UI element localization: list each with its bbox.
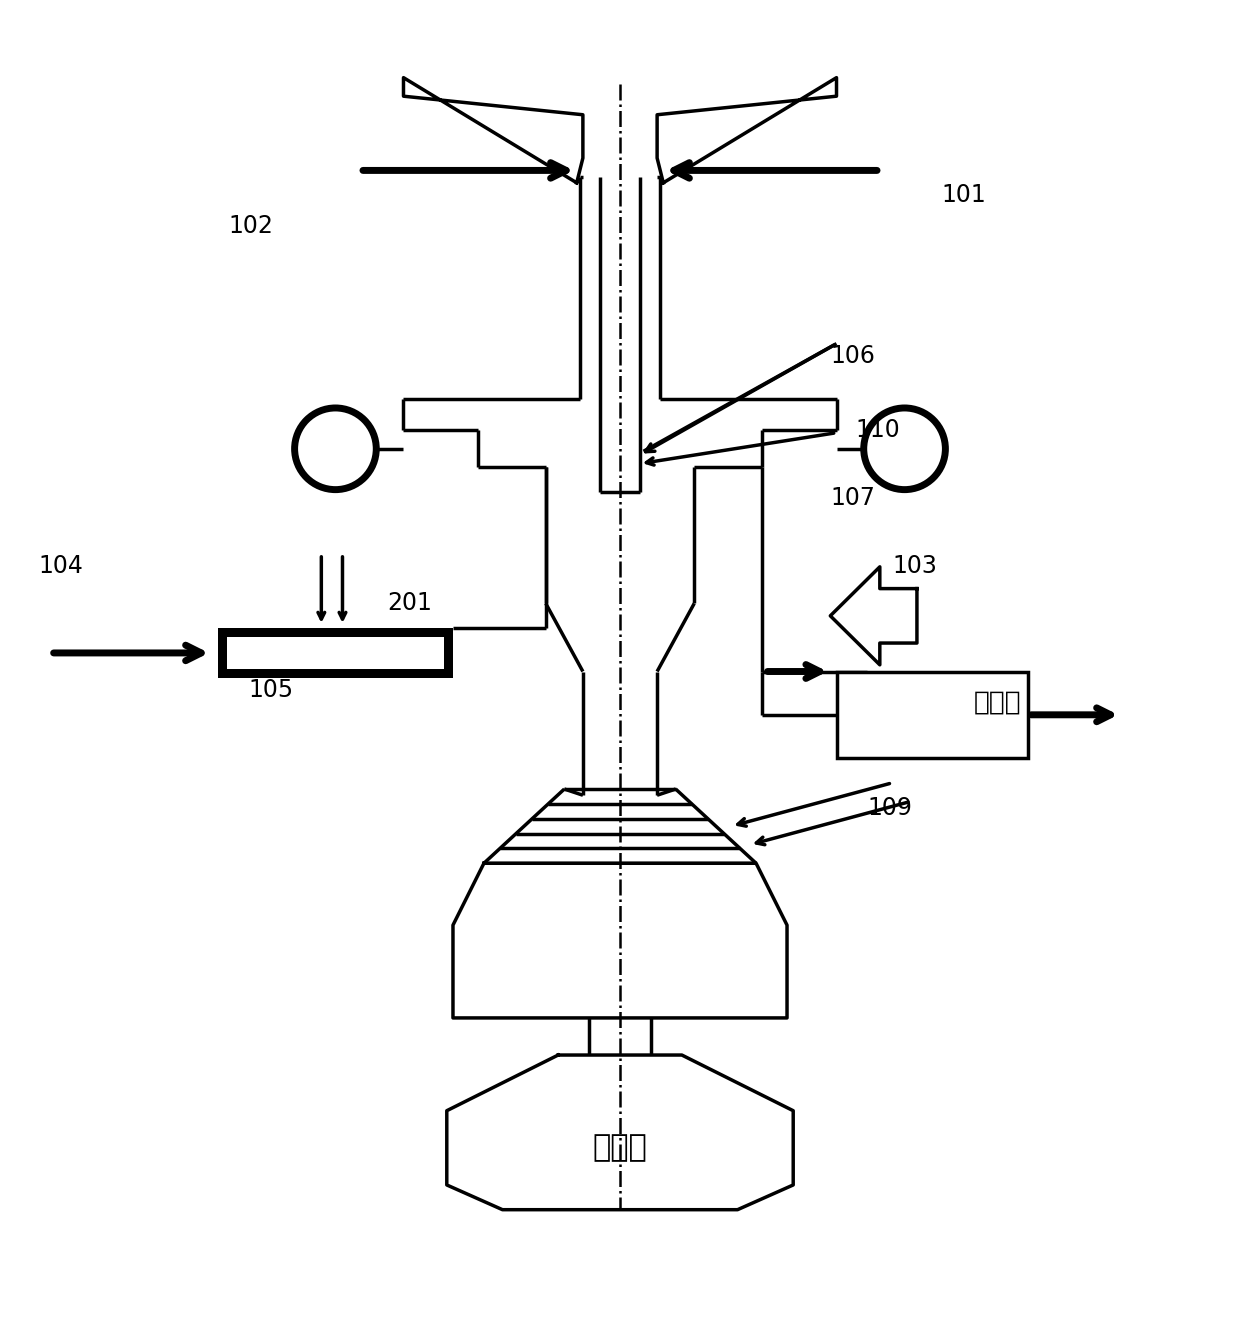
Bar [837, 672, 1028, 757]
Polygon shape [403, 78, 583, 183]
Text: 110: 110 [856, 418, 900, 442]
Polygon shape [831, 567, 916, 665]
Text: 107: 107 [831, 486, 875, 510]
Text: 109: 109 [868, 795, 913, 819]
Polygon shape [446, 1056, 794, 1210]
Text: 101: 101 [941, 183, 987, 207]
Text: 103: 103 [893, 555, 937, 579]
Text: 102: 102 [228, 214, 274, 238]
Bar [218, 629, 453, 678]
Text: 106: 106 [831, 344, 875, 368]
Text: 105: 105 [249, 678, 294, 702]
Text: 201: 201 [387, 591, 432, 615]
Text: 104: 104 [38, 555, 83, 579]
Text: 水淤池: 水淤池 [593, 1133, 647, 1162]
Bar [227, 637, 444, 669]
Text: 出風口: 出風口 [973, 689, 1022, 716]
Polygon shape [453, 864, 787, 1018]
Text: 108: 108 [868, 610, 913, 634]
Polygon shape [657, 78, 837, 183]
